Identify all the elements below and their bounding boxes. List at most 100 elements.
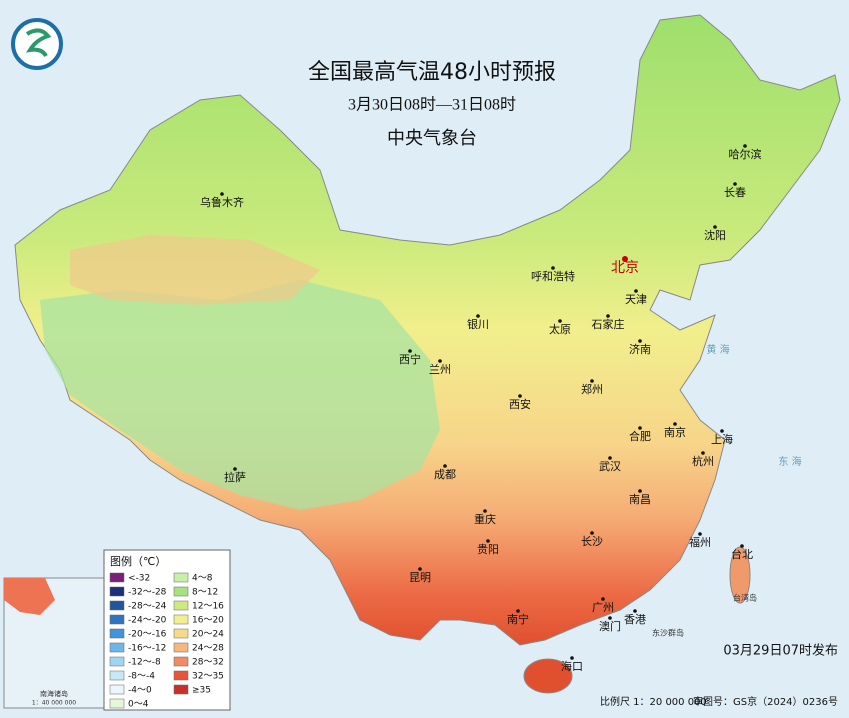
legend-swatch bbox=[173, 614, 189, 625]
legend-label: 16～20 bbox=[192, 616, 224, 626]
city-dot bbox=[638, 426, 642, 430]
city-label: 台北 bbox=[731, 547, 753, 561]
city-label: 合肥 bbox=[629, 429, 651, 443]
city-label: 重庆 bbox=[474, 512, 496, 526]
city-label: 天津 bbox=[625, 293, 647, 306]
city-label: 拉萨 bbox=[224, 470, 246, 484]
legend-swatch bbox=[109, 698, 125, 709]
legend-label: -20～-16 bbox=[128, 630, 167, 640]
legend-swatch bbox=[109, 600, 125, 611]
city-dot bbox=[476, 314, 480, 318]
city-dot bbox=[720, 429, 724, 433]
legend-swatch bbox=[109, 586, 125, 597]
city-label: 西安 bbox=[509, 397, 531, 411]
sea-label: 黄 海 bbox=[706, 343, 729, 356]
inset-land bbox=[4, 578, 55, 615]
legend-swatch bbox=[173, 684, 189, 695]
legend-label: 4～8 bbox=[192, 574, 213, 584]
city-dot bbox=[608, 456, 612, 460]
city-dot bbox=[418, 567, 422, 571]
inset-scale: 1：40 000 000 bbox=[32, 700, 76, 707]
legend-label: -28～-24 bbox=[128, 602, 167, 612]
city-dot bbox=[590, 531, 594, 535]
legend-label: 0～4 bbox=[128, 700, 149, 710]
city-label: 太原 bbox=[549, 323, 571, 336]
city-dot bbox=[743, 144, 747, 148]
city-label: 郑州 bbox=[581, 382, 603, 396]
city-label: 西宁 bbox=[399, 352, 421, 366]
legend-swatch bbox=[173, 600, 189, 611]
city-label: 澳门 bbox=[599, 619, 621, 633]
subtitle: 3月30日08时—31日08时 bbox=[348, 96, 516, 114]
city-dot bbox=[518, 394, 522, 398]
legend-swatch bbox=[173, 656, 189, 667]
city-dot bbox=[438, 359, 442, 363]
city-dot bbox=[590, 379, 594, 383]
issuer: 中央气象台 bbox=[387, 128, 477, 149]
city-label: 乌鲁木齐 bbox=[200, 195, 244, 209]
legend-swatch bbox=[109, 684, 125, 695]
city-label: 南京 bbox=[664, 425, 686, 439]
legend-swatch bbox=[173, 586, 189, 597]
sea-label: 台湾岛 bbox=[733, 593, 757, 603]
city-label: 广州 bbox=[592, 601, 614, 614]
city-label: 南昌 bbox=[629, 493, 651, 506]
legend-swatch bbox=[109, 656, 125, 667]
city-dot bbox=[713, 225, 717, 229]
legend-label: -12～-8 bbox=[128, 658, 161, 668]
city-label: 济南 bbox=[629, 342, 651, 356]
inset-title: 南海诸岛 bbox=[40, 689, 68, 698]
legend-label: -32～-28 bbox=[128, 588, 167, 598]
city-dot bbox=[633, 609, 637, 613]
legend-label: -16～-12 bbox=[128, 644, 166, 654]
footer-scale: 比例尺 1：20 000 000 bbox=[600, 695, 707, 708]
taiwan bbox=[729, 546, 751, 604]
city-label: 长春 bbox=[724, 186, 746, 199]
city-dot bbox=[233, 467, 237, 471]
city-label: 福州 bbox=[689, 535, 711, 549]
review-no: 审图号：GS京（2024）0236号 bbox=[693, 695, 838, 708]
city-dot bbox=[608, 616, 612, 620]
city-label: 贵阳 bbox=[477, 543, 499, 556]
city-label: 武汉 bbox=[599, 460, 621, 473]
city-label: 昆明 bbox=[409, 571, 431, 584]
city-dot bbox=[701, 451, 705, 455]
legend-swatch bbox=[173, 572, 189, 583]
city-dot bbox=[638, 339, 642, 343]
legend-swatch bbox=[173, 670, 189, 681]
city-label: 沈阳 bbox=[704, 228, 726, 242]
legend-label: 8～12 bbox=[192, 588, 218, 598]
city-label: 北京 bbox=[611, 260, 639, 276]
sea-label: 东 海 bbox=[778, 455, 801, 468]
city-label: 石家庄 bbox=[592, 317, 625, 331]
city-label: 长沙 bbox=[581, 535, 603, 548]
title: 全国最高气温48小时预报 bbox=[308, 60, 556, 85]
city-dot bbox=[606, 314, 610, 318]
logo-mark bbox=[25, 28, 52, 58]
city-dot bbox=[634, 289, 638, 293]
legend-label: -8～-4 bbox=[128, 672, 155, 682]
land-mass bbox=[14, 14, 841, 646]
legend-label: 28～32 bbox=[192, 658, 224, 668]
city-dot bbox=[486, 539, 490, 543]
city-dot bbox=[443, 464, 447, 468]
city-label: 南宁 bbox=[507, 612, 529, 626]
published: 03月29日07时发布 bbox=[723, 643, 838, 659]
legend-label: 20～24 bbox=[192, 630, 224, 640]
city-dot bbox=[733, 182, 737, 186]
hainan bbox=[523, 658, 573, 694]
city-dot bbox=[551, 266, 555, 270]
city-dot bbox=[601, 597, 605, 601]
city-dot bbox=[698, 532, 702, 536]
city-dot bbox=[558, 319, 562, 323]
legend-label: 12～16 bbox=[192, 602, 224, 612]
city-dot bbox=[638, 489, 642, 493]
city-dot bbox=[483, 509, 487, 513]
legend-swatch bbox=[109, 628, 125, 639]
legend-label: ≥35 bbox=[192, 686, 211, 696]
city-label: 香港 bbox=[624, 613, 646, 626]
plateau-zone bbox=[40, 280, 440, 510]
legend-label: -24～-20 bbox=[128, 616, 167, 626]
